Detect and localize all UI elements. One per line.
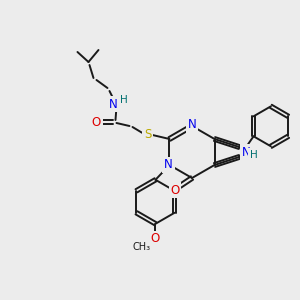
Text: N: N xyxy=(242,146,250,158)
Text: N: N xyxy=(109,98,118,110)
Text: O: O xyxy=(92,116,101,128)
Text: H: H xyxy=(250,150,258,160)
Text: S: S xyxy=(144,128,151,140)
Text: N: N xyxy=(164,158,173,172)
Text: O: O xyxy=(151,232,160,245)
Text: N: N xyxy=(188,118,196,131)
Text: CH₃: CH₃ xyxy=(132,242,151,252)
Text: H: H xyxy=(120,95,128,105)
Text: O: O xyxy=(170,184,180,196)
